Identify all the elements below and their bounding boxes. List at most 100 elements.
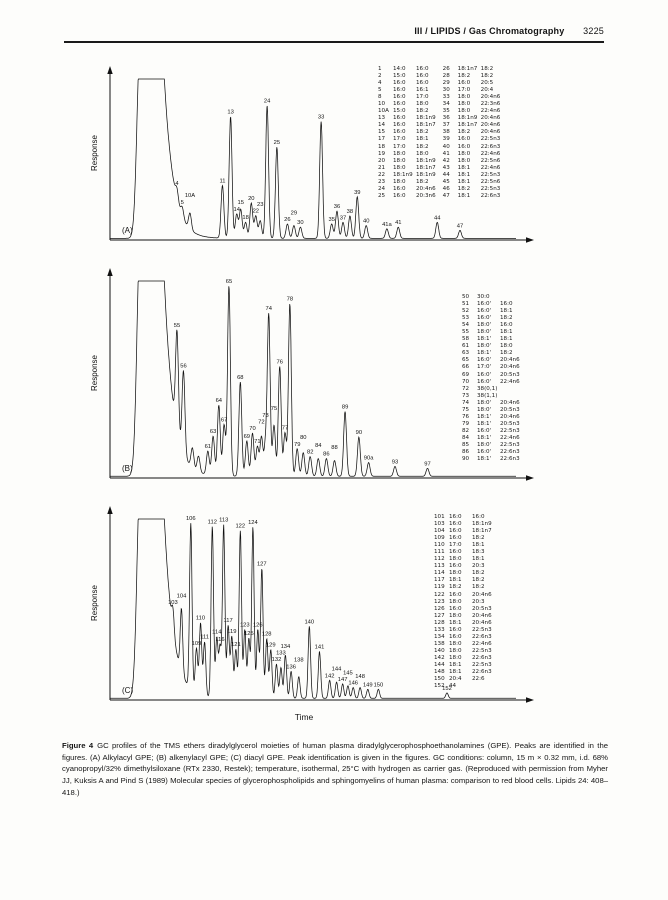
legend-peak-number: 50 bbox=[462, 294, 470, 300]
legend-row: 76 18:1' 20:4n6 bbox=[462, 414, 520, 421]
legend-row: 104 16:0 18:1n7 bbox=[434, 528, 492, 535]
legend-sn2: 20:4n6 bbox=[472, 591, 492, 598]
legend-peak-number: 150 bbox=[434, 676, 445, 683]
figure-caption-text: GC profiles of the TMS ethers diradylgly… bbox=[62, 741, 608, 797]
legend-peak-number: 52 bbox=[462, 308, 470, 315]
peak-label: 72 bbox=[258, 419, 264, 425]
legend-row: 111 16:0 18:3 bbox=[434, 549, 492, 556]
legend-row: 61 18:0' 18:0 bbox=[462, 343, 520, 350]
legend-sn2: 20:5n3 bbox=[500, 406, 520, 413]
legend-row: 23 18:0 18:2 bbox=[378, 179, 436, 186]
legend-sn1: 16:0' bbox=[477, 427, 492, 434]
panel-letter: (B) bbox=[122, 464, 133, 473]
peak-label: 138 bbox=[294, 658, 304, 664]
peak-label: 39 bbox=[354, 190, 360, 196]
legend-sn1: 18:1n9 bbox=[457, 115, 478, 122]
legend-sn1: 17:0 bbox=[393, 143, 406, 150]
peak-label: 141 bbox=[315, 645, 325, 651]
peak-label: 25 bbox=[274, 140, 280, 146]
legend-sn1: 16:0 bbox=[393, 129, 406, 136]
legend-peak-number: 10 bbox=[378, 101, 386, 108]
panel-letter: (A) bbox=[122, 226, 133, 235]
legend-sn1: 38(0,1) bbox=[477, 385, 498, 392]
peak-label: 127 bbox=[257, 561, 267, 567]
legend-row: 40 16:0 22:6n3 bbox=[443, 144, 501, 151]
legend-sn2: 16:0 bbox=[416, 73, 429, 80]
legend-row: 122 16:0 20:4n6 bbox=[434, 592, 492, 599]
legend-peak-number: 112 bbox=[434, 556, 445, 563]
legend-peak-number: 43 bbox=[442, 164, 450, 171]
peak-label: 147 bbox=[338, 677, 348, 683]
y-axis-arrow-icon bbox=[107, 268, 113, 276]
legend-peak-number: 122 bbox=[434, 591, 445, 598]
legend-sn2: 16:0 bbox=[416, 80, 429, 87]
legend-sn1: 16:0 bbox=[393, 101, 406, 108]
legend-sn2: 18:1 bbox=[500, 308, 513, 315]
legend-sn1: 16:0' bbox=[477, 301, 492, 308]
legend-peak-number: 40 bbox=[442, 143, 450, 150]
legend-row: 138 18:0 22:4n6 bbox=[434, 641, 492, 648]
legend-sn2: 18:2 bbox=[416, 178, 429, 185]
legend-peak-number: 21 bbox=[378, 164, 386, 171]
legend-row: 46 18:2 22:5n3 bbox=[443, 186, 501, 193]
legend-peak-number: 119 bbox=[434, 584, 445, 591]
peak-label: 35 bbox=[328, 217, 334, 223]
legend-sn1: 18:1' bbox=[477, 413, 492, 420]
legend-row: 47 18:1 22:6n3 bbox=[443, 193, 501, 200]
legend-row: 1 14:0 16:0 bbox=[378, 66, 436, 73]
y-axis-arrow-icon bbox=[107, 66, 113, 74]
peak-label: 117 bbox=[223, 618, 232, 624]
peak-label: 44 bbox=[434, 215, 441, 221]
legend-sn2: 20:4n6 bbox=[480, 122, 501, 129]
legend-sn2: 18:2 bbox=[416, 143, 429, 150]
legend-peak-number: 134 bbox=[434, 633, 445, 640]
legend-row: 4 16:0 16:0 bbox=[378, 80, 436, 87]
peak-label: 15 bbox=[237, 200, 243, 206]
legend-sn2: 22:5n3 bbox=[500, 427, 520, 434]
legend-peak-number: 38 bbox=[442, 129, 450, 136]
peak-label: 78 bbox=[287, 297, 293, 303]
legend-row: 65 16:0' 20:4n6 bbox=[462, 357, 520, 364]
legend-peak-number: 127 bbox=[434, 612, 445, 619]
legend-peak-number: 74 bbox=[462, 399, 470, 406]
legend-sn2: 18:3 bbox=[472, 549, 485, 556]
legend-sn1: 20:4 bbox=[449, 676, 462, 683]
legend-row: 26 18:1n7 18:2 bbox=[443, 66, 501, 73]
peak-label: 63 bbox=[210, 429, 216, 435]
peak-label: 134 bbox=[281, 644, 291, 650]
legend-sn2: 22:4n6 bbox=[480, 164, 501, 171]
legend-peak-number: 85 bbox=[462, 441, 470, 448]
legend-row: 21 18:0 18:1n7 bbox=[378, 165, 436, 172]
legend-row: 10A 15:0 18:2 bbox=[378, 108, 436, 115]
peak-label: 86 bbox=[323, 452, 329, 458]
legend-row: 142 18:0 22:6n3 bbox=[434, 655, 492, 662]
legend-sn2: 22:4n6 bbox=[472, 640, 492, 647]
legend-row: 112 18:0 18:1 bbox=[434, 556, 492, 563]
legend-peak-number: 2 bbox=[378, 73, 382, 80]
legend-sn1: 16:0 bbox=[393, 192, 406, 199]
legend-sn1: 18:0 bbox=[449, 612, 462, 619]
legend-sn1: 16:0' bbox=[477, 315, 492, 322]
legend-sn2: 20:4n6 bbox=[416, 185, 436, 192]
legend-sn1: 18:2 bbox=[457, 73, 471, 80]
legend-sn1: 16:0 bbox=[457, 143, 471, 150]
peak-label: 103 bbox=[168, 600, 178, 606]
legend-sn1: 17:0 bbox=[393, 136, 406, 143]
legend-peak-number: 128 bbox=[434, 619, 445, 626]
legend-sn2: 22:6n3 bbox=[500, 456, 520, 463]
legend-peak-number: 4 bbox=[378, 80, 382, 87]
legend-sn2: 18:2 bbox=[472, 570, 485, 577]
peak-label: 41a bbox=[382, 222, 392, 228]
peak-label: 26 bbox=[284, 217, 290, 223]
chromatogram-svg-C: Response 10310410610911011111211411611311… bbox=[90, 506, 534, 703]
legend-peak-number: 20 bbox=[378, 157, 386, 164]
peak-label: 124 bbox=[248, 520, 258, 526]
legend-sn1: 18:1' bbox=[477, 350, 492, 357]
peak-label: 75 bbox=[271, 406, 277, 412]
peak-legend-c: 101 16:0 16:0 103 16:0 18:1n9 104 16:0 18:1n7 109… bbox=[434, 514, 492, 690]
legend-row: 140 18:0 22:5n3 bbox=[434, 648, 492, 655]
chromatogram-panel-c: Response 103 104 106 109 110 111 112 114 116 113 11… bbox=[84, 498, 540, 716]
peak-label: 149 bbox=[363, 682, 373, 688]
legend-sn1: 15:0 bbox=[393, 108, 406, 115]
